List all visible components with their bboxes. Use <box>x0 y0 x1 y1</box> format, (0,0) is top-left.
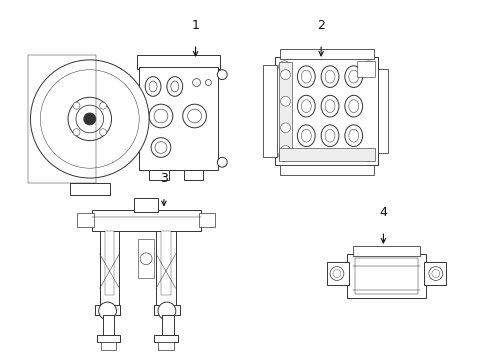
Bar <box>92 210 200 231</box>
Ellipse shape <box>145 77 161 96</box>
Bar <box>131 104 141 126</box>
Bar <box>100 342 117 350</box>
Bar <box>162 315 174 334</box>
Bar <box>347 254 426 298</box>
Ellipse shape <box>321 95 339 117</box>
Circle shape <box>363 149 374 161</box>
Bar <box>378 69 389 153</box>
Circle shape <box>432 270 440 278</box>
Ellipse shape <box>297 66 315 87</box>
Ellipse shape <box>325 70 335 83</box>
Bar <box>184 170 203 180</box>
Ellipse shape <box>349 129 359 142</box>
Circle shape <box>281 123 291 133</box>
Bar <box>77 213 94 227</box>
Ellipse shape <box>321 66 339 87</box>
Bar <box>275 57 378 165</box>
Bar <box>139 67 219 170</box>
Circle shape <box>205 80 211 85</box>
Circle shape <box>158 302 176 320</box>
Circle shape <box>279 61 291 73</box>
Bar <box>137 55 220 69</box>
Circle shape <box>99 102 106 109</box>
Text: 3: 3 <box>160 172 168 185</box>
Circle shape <box>73 102 80 109</box>
Ellipse shape <box>297 125 315 147</box>
Circle shape <box>429 267 443 280</box>
Ellipse shape <box>321 125 339 147</box>
Circle shape <box>149 104 173 128</box>
Circle shape <box>279 149 291 161</box>
Bar <box>355 258 418 294</box>
Bar <box>154 305 180 315</box>
Circle shape <box>183 104 206 128</box>
Circle shape <box>218 70 227 80</box>
Circle shape <box>76 105 103 133</box>
Bar <box>424 262 446 285</box>
Circle shape <box>98 302 117 320</box>
Circle shape <box>188 109 201 123</box>
Circle shape <box>281 70 291 80</box>
Circle shape <box>281 96 291 106</box>
Circle shape <box>73 129 80 136</box>
Ellipse shape <box>325 100 335 113</box>
Bar <box>70 183 110 195</box>
Ellipse shape <box>301 70 311 83</box>
Ellipse shape <box>345 66 363 87</box>
Ellipse shape <box>171 81 179 92</box>
Circle shape <box>68 97 112 141</box>
Circle shape <box>330 267 344 280</box>
Bar <box>279 148 374 161</box>
Bar <box>198 213 215 227</box>
Bar <box>99 231 120 305</box>
Bar <box>154 334 178 342</box>
Circle shape <box>281 145 291 156</box>
Circle shape <box>84 113 96 125</box>
Ellipse shape <box>349 100 359 113</box>
Circle shape <box>333 270 341 278</box>
Ellipse shape <box>345 95 363 117</box>
Ellipse shape <box>349 70 359 83</box>
Bar <box>353 246 420 256</box>
Bar <box>156 231 176 305</box>
Circle shape <box>363 61 374 73</box>
Bar <box>102 315 115 334</box>
Circle shape <box>155 141 167 153</box>
Text: 1: 1 <box>192 19 199 32</box>
Ellipse shape <box>301 100 311 113</box>
Ellipse shape <box>149 81 157 92</box>
Ellipse shape <box>301 129 311 142</box>
Bar <box>138 239 154 278</box>
Circle shape <box>151 138 171 157</box>
Circle shape <box>40 70 139 168</box>
Bar <box>158 342 174 350</box>
Circle shape <box>193 78 200 86</box>
Circle shape <box>218 157 227 167</box>
Bar <box>327 262 349 285</box>
Bar <box>97 334 121 342</box>
Circle shape <box>140 253 152 265</box>
Circle shape <box>99 129 106 136</box>
Bar <box>280 49 373 59</box>
Bar <box>279 62 293 160</box>
Ellipse shape <box>325 129 335 142</box>
Bar <box>161 231 171 295</box>
Circle shape <box>154 109 168 123</box>
Ellipse shape <box>345 125 363 147</box>
Bar <box>149 170 169 180</box>
Ellipse shape <box>167 77 183 96</box>
Bar <box>357 61 374 77</box>
Text: 4: 4 <box>379 206 388 219</box>
Bar <box>28 55 96 183</box>
Bar <box>104 231 115 295</box>
Bar <box>263 65 277 157</box>
Bar <box>280 165 373 175</box>
Bar <box>134 198 158 212</box>
Circle shape <box>30 60 149 178</box>
Ellipse shape <box>297 95 315 117</box>
Bar <box>95 305 121 315</box>
Text: 2: 2 <box>317 19 325 32</box>
